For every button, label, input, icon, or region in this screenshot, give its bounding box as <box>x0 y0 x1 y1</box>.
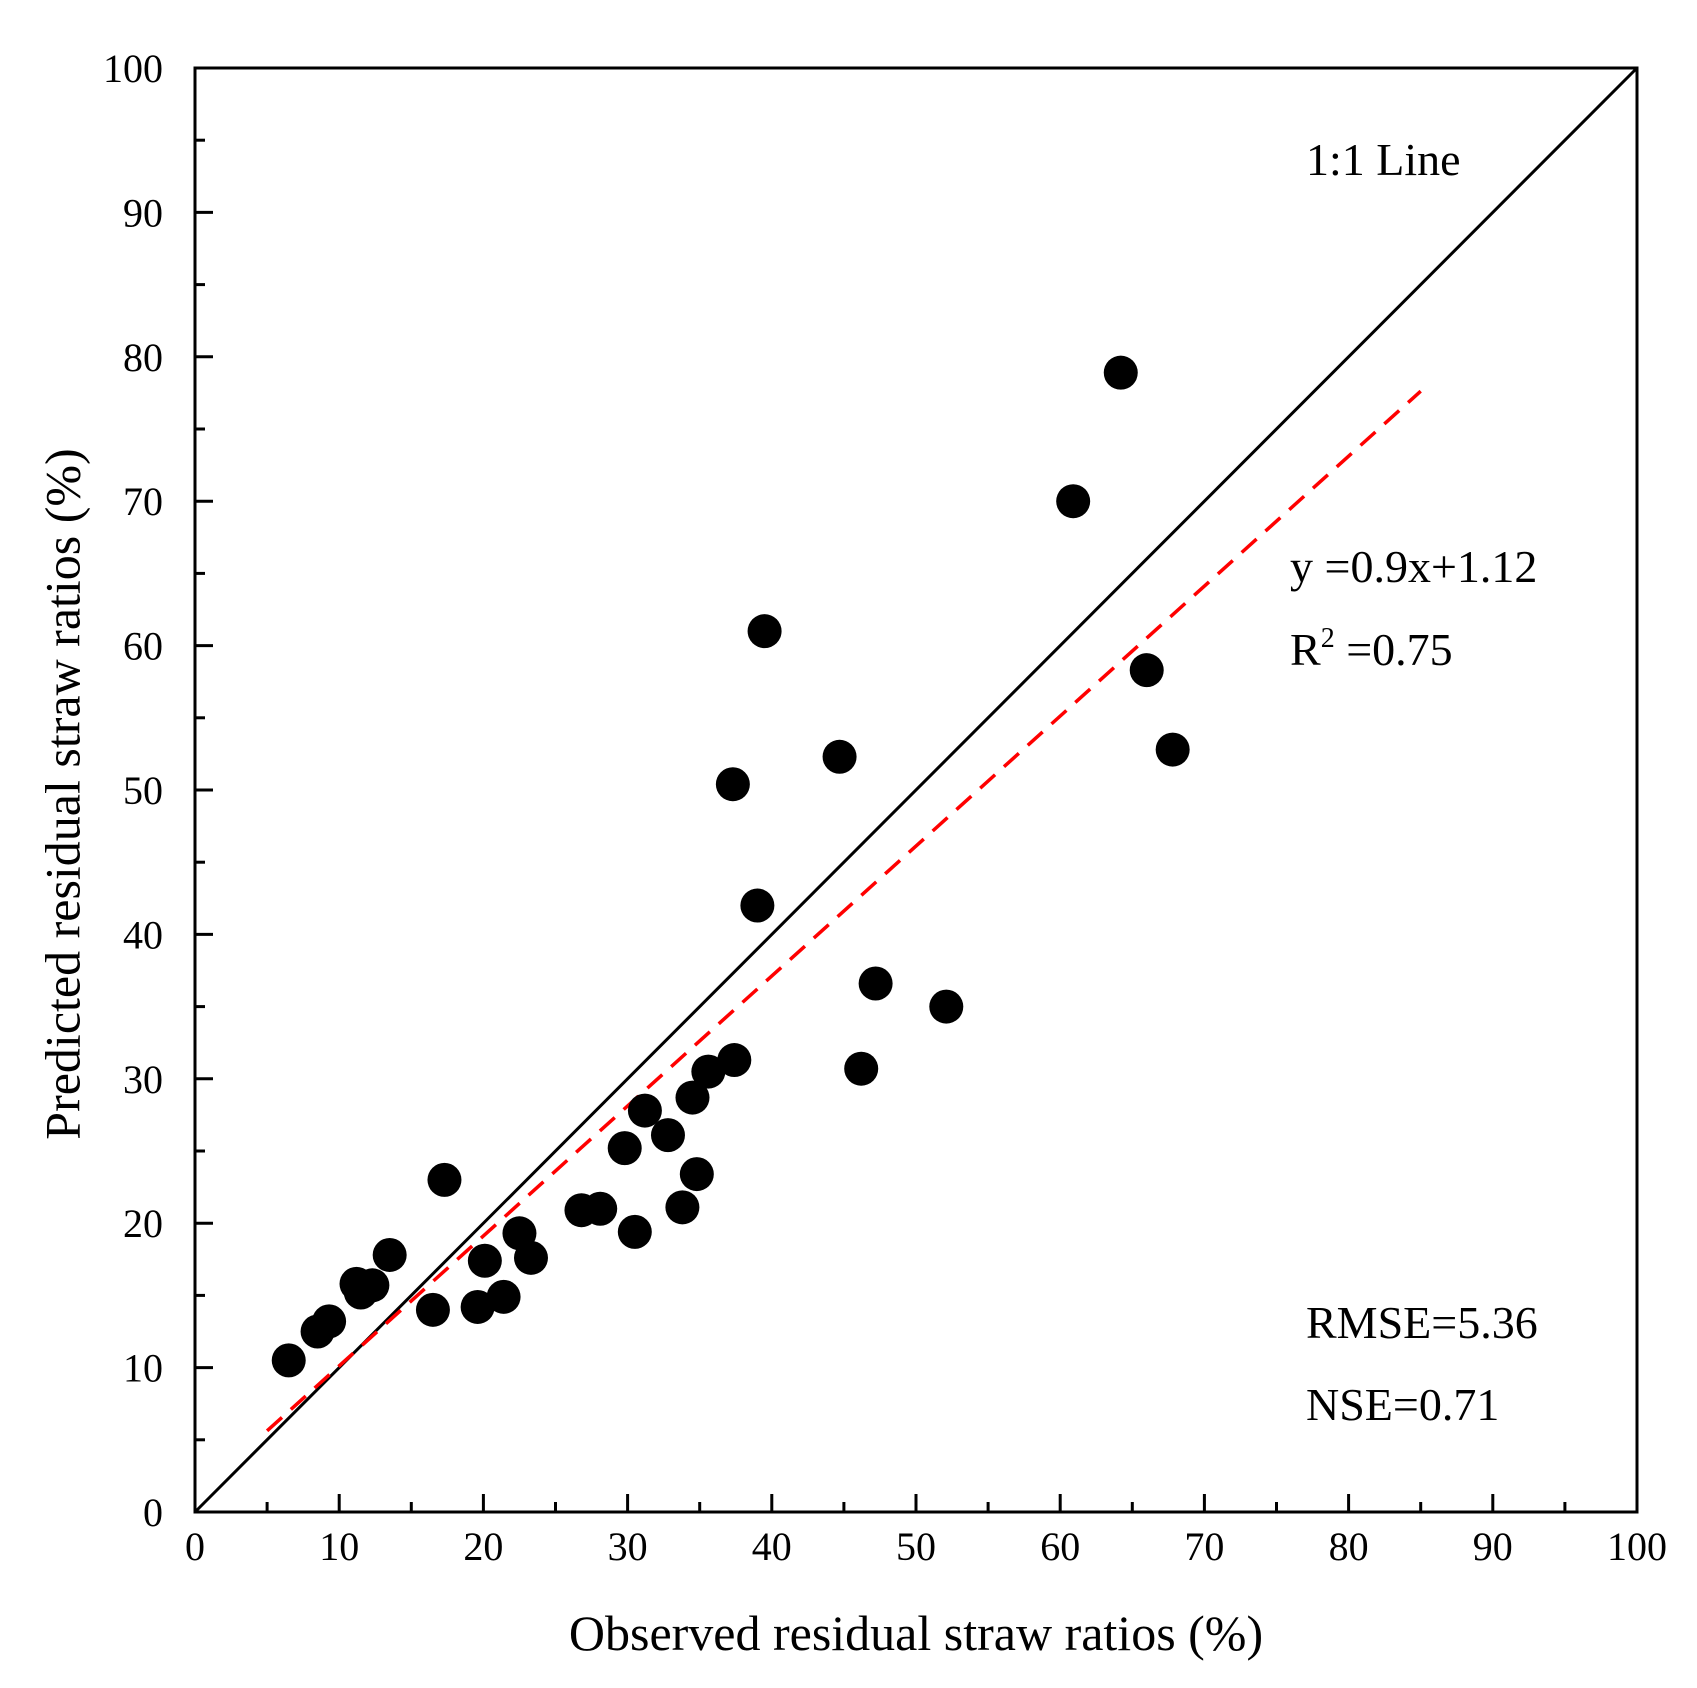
y-tick-label: 90 <box>123 190 163 235</box>
y-tick-labels: 0 10 20 30 40 50 60 70 80 90 100 <box>103 46 163 1535</box>
data-point <box>1056 484 1091 519</box>
y-tick-label: 20 <box>123 1201 163 1246</box>
data-point <box>1103 355 1138 390</box>
one-to-one-line <box>193 66 1639 1514</box>
x-tick-label: 100 <box>1607 1524 1667 1569</box>
x-tick-label: 90 <box>1473 1524 1513 1569</box>
y-axis-label: Predicted residual straw ratios (%) <box>34 448 90 1139</box>
data-point <box>513 1240 548 1275</box>
data-point <box>271 1343 306 1378</box>
data-point <box>715 767 750 802</box>
data-point <box>1155 732 1190 767</box>
data-point <box>929 989 964 1024</box>
fit-equation-label: y =0.9x+1.12 <box>1290 541 1537 592</box>
data-point <box>607 1131 642 1166</box>
x-tick-label: 30 <box>608 1524 648 1569</box>
data-point <box>486 1279 521 1314</box>
y-tick-label: 30 <box>123 1057 163 1102</box>
data-point <box>355 1268 390 1303</box>
r2-prefix: R <box>1290 624 1321 675</box>
data-point <box>858 966 893 1001</box>
data-point <box>427 1162 462 1197</box>
x-tick-label: 20 <box>463 1524 503 1569</box>
y-tick-label: 50 <box>123 768 163 813</box>
y-tick-label: 60 <box>123 624 163 669</box>
x-tick-label: 60 <box>1040 1524 1080 1569</box>
data-point <box>844 1051 879 1086</box>
one-to-one-label: 1:1 Line <box>1306 134 1461 185</box>
data-point <box>717 1043 752 1078</box>
y-tick-label: 100 <box>103 46 163 91</box>
y-tick-label: 80 <box>123 335 163 380</box>
plot-frame <box>193 66 1639 1514</box>
data-point <box>675 1080 710 1115</box>
data-point <box>1129 653 1164 688</box>
x-tick-label: 70 <box>1184 1524 1224 1569</box>
x-tick-label: 80 <box>1329 1524 1369 1569</box>
regression-fit-line <box>265 389 1422 1433</box>
data-point <box>679 1157 714 1192</box>
data-point <box>747 614 782 649</box>
y-tick-label: 0 <box>143 1490 163 1535</box>
data-points <box>271 355 1190 1378</box>
data-point <box>583 1191 618 1226</box>
data-point <box>691 1054 726 1089</box>
nse-label: NSE=0.71 <box>1306 1379 1499 1430</box>
data-point <box>460 1289 495 1324</box>
r2-value: =0.75 <box>1335 624 1453 675</box>
x-tick-label: 40 <box>752 1524 792 1569</box>
data-point <box>617 1214 652 1249</box>
data-point <box>665 1190 700 1225</box>
data-point <box>650 1118 685 1153</box>
data-point <box>415 1292 450 1327</box>
y-tick-label: 40 <box>123 912 163 957</box>
y-tick-label: 70 <box>123 479 163 524</box>
r-squared-label: R2 =0.75 <box>1290 623 1453 675</box>
data-point <box>740 888 775 923</box>
data-point <box>822 739 857 774</box>
data-point <box>467 1243 502 1278</box>
r2-superscript: 2 <box>1321 623 1335 654</box>
y-tick-label: 10 <box>123 1346 163 1391</box>
data-point <box>627 1093 662 1128</box>
x-tick-label: 10 <box>319 1524 359 1569</box>
x-axis-label: Observed residual straw ratios (%) <box>569 1605 1263 1661</box>
rmse-label: RMSE=5.36 <box>1306 1297 1538 1348</box>
x-tick-labels: 0 10 20 30 40 50 60 70 80 90 100 <box>185 1524 1667 1569</box>
x-tick-label: 0 <box>185 1524 205 1569</box>
data-point <box>372 1237 407 1272</box>
data-point <box>312 1304 347 1339</box>
x-tick-label: 50 <box>896 1524 936 1569</box>
